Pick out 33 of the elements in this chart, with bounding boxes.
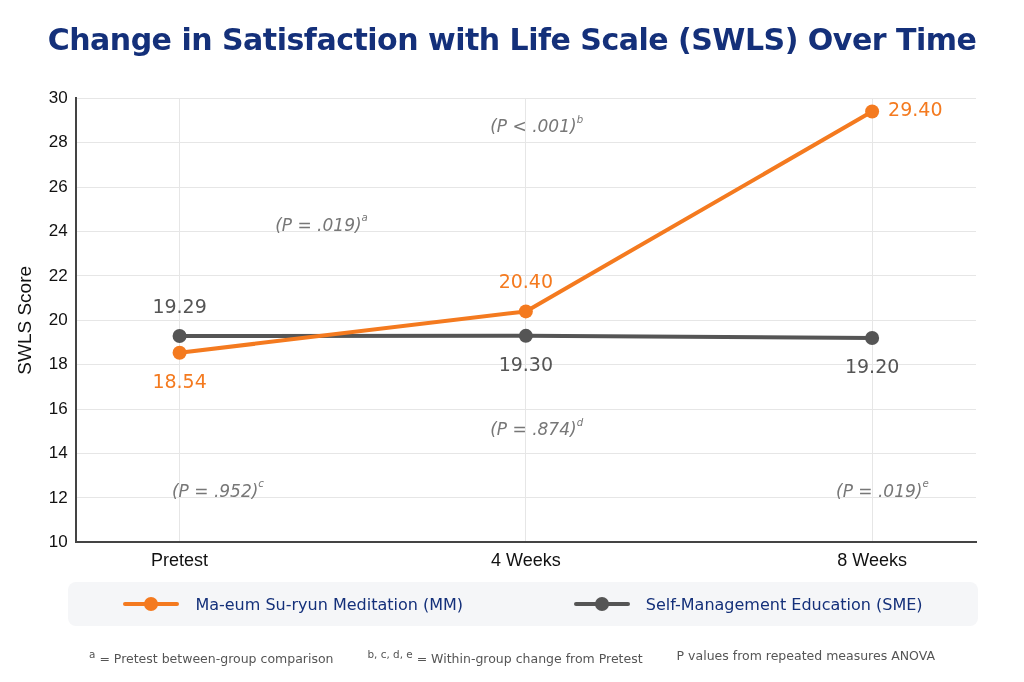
data-label: 19.30 bbox=[498, 352, 554, 375]
x-tick-label: 4 Weeks bbox=[491, 550, 561, 571]
point bbox=[172, 329, 187, 344]
y-tick-label: 14 bbox=[48, 443, 68, 463]
y-tick-label: 22 bbox=[48, 265, 68, 285]
y-tick-label: 12 bbox=[48, 487, 68, 507]
point bbox=[518, 328, 533, 343]
y-tick-label: 10 bbox=[48, 532, 68, 552]
data-label: 19.29 bbox=[152, 295, 207, 318]
x-tick-label: Pretest bbox=[151, 550, 209, 571]
data-label: 29.40 bbox=[888, 98, 943, 121]
data-label: 19.20 bbox=[844, 355, 900, 378]
data-label: 18.54 bbox=[152, 369, 207, 392]
y-tick-label: 30 bbox=[48, 87, 68, 107]
y-tick-label: 16 bbox=[48, 398, 68, 418]
text: $^{b, c, d, e}$ = Within-group change from Pretest bbox=[367, 648, 643, 667]
legend-label: Self-Management Education (SME) bbox=[645, 594, 923, 614]
y-tick-label: 26 bbox=[48, 176, 68, 196]
chart-title: Change in Satisfaction with Life Scale (SWLS) Over Time bbox=[46, 22, 978, 57]
y-tick-label: 24 bbox=[48, 221, 68, 241]
y-tick-label: 18 bbox=[48, 354, 68, 374]
point bbox=[865, 331, 880, 346]
point bbox=[518, 304, 533, 319]
y-axis-title: SWLS Score bbox=[13, 265, 35, 375]
text: $^{a}$ = Pretest between-group comparison bbox=[89, 648, 334, 667]
y-tick-label: 28 bbox=[48, 132, 68, 152]
point bbox=[172, 345, 187, 360]
point bbox=[865, 104, 880, 119]
x-tick-label: 8 Weeks bbox=[837, 550, 907, 571]
y-tick-label: 20 bbox=[48, 309, 68, 329]
text: P values from repeated measures ANOVA bbox=[676, 648, 935, 665]
data-label: 20.40 bbox=[498, 270, 554, 293]
legend-label: Ma-eum Su-ryun Meditation (MM) bbox=[195, 594, 464, 614]
